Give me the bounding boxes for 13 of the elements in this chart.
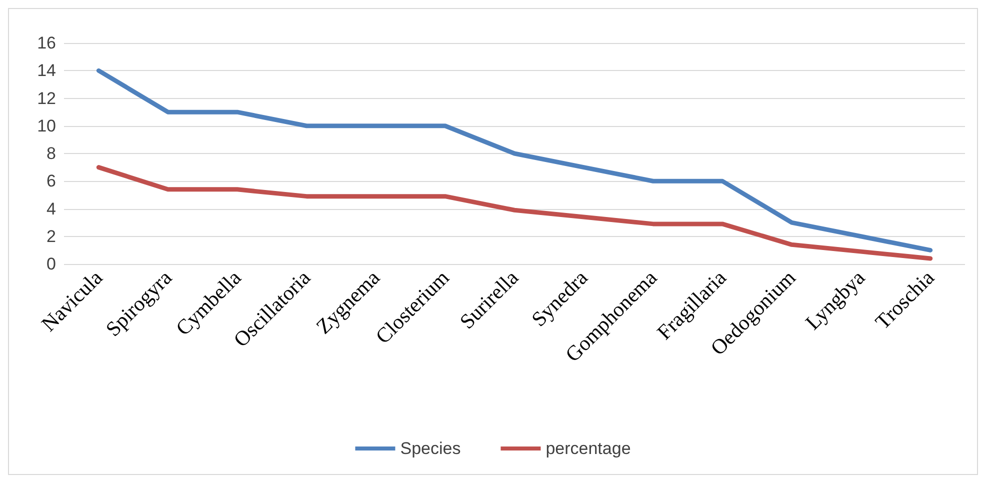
y-tick-label: 12 [37, 88, 56, 108]
y-tick-label: 16 [37, 34, 56, 52]
y-tick-label: 6 [46, 172, 56, 191]
legend-label: Species [400, 439, 461, 458]
y-tick-label: 8 [46, 144, 56, 163]
line-series [96, 68, 933, 252]
y-tick-label: 10 [37, 116, 56, 136]
y-tick-label: 2 [46, 226, 56, 246]
y-tick-label: 4 [46, 199, 56, 218]
line-series [96, 165, 933, 261]
y-tick-label: 0 [46, 254, 56, 274]
y-tick-label: 14 [37, 61, 56, 80]
legend-label: percentage [546, 439, 631, 458]
